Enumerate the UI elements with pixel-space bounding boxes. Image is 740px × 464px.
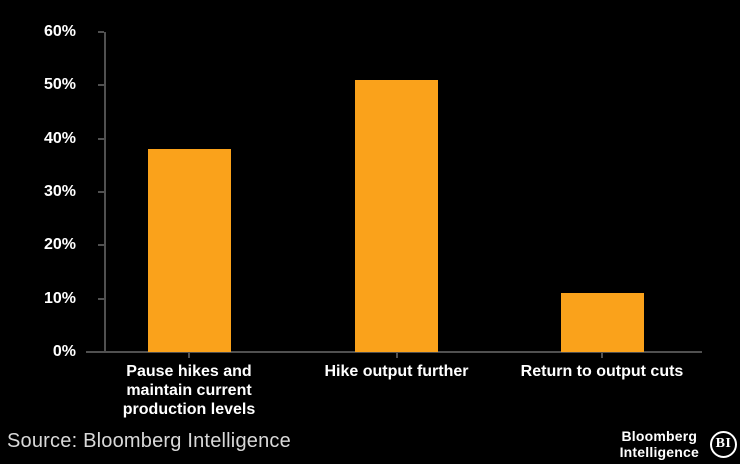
bar [147, 149, 231, 352]
y-axis-tick [98, 84, 104, 87]
brand-line-2: Intelligence [619, 444, 699, 460]
bar [355, 80, 438, 352]
source-credit: Source: Bloomberg Intelligence [7, 430, 291, 452]
x-axis-tick [601, 352, 603, 358]
x-axis-category-label: Pause hikes and maintain current productio… [122, 363, 256, 418]
x-axis-line [86, 351, 702, 353]
y-axis-tick [98, 297, 104, 300]
y-axis-tick-label: 30% [43, 183, 76, 200]
y-axis-tick [98, 137, 104, 140]
y-axis-tick [98, 244, 104, 247]
bi-badge-icon: BI [710, 430, 737, 458]
y-axis-tick-label: 20% [43, 236, 76, 254]
x-axis-tick [188, 352, 190, 358]
y-axis-tick [98, 351, 104, 353]
brand-logo: Bloomberg Intelligence BI [620, 428, 737, 460]
x-axis-category-label: Hike output further [324, 363, 469, 380]
y-axis-tick [98, 191, 104, 193]
y-axis-tick-label: 60% [43, 23, 76, 40]
brand-line-1: Bloomberg [621, 428, 698, 444]
y-axis-line [104, 32, 106, 353]
bi-badge-text: BI [715, 436, 732, 451]
y-axis-tick-label: 40% [43, 129, 76, 147]
x-axis-category-label: Return to output cuts [520, 363, 684, 380]
y-axis-tick-label: 10% [43, 289, 76, 307]
brand-wordmark: Bloomberg Intelligence [620, 428, 699, 460]
bar [560, 293, 644, 352]
y-axis-tick-label: 0% [52, 343, 76, 360]
y-axis-tick [98, 31, 104, 33]
x-axis-tick [395, 352, 398, 358]
y-axis-tick-label: 50% [43, 76, 76, 94]
